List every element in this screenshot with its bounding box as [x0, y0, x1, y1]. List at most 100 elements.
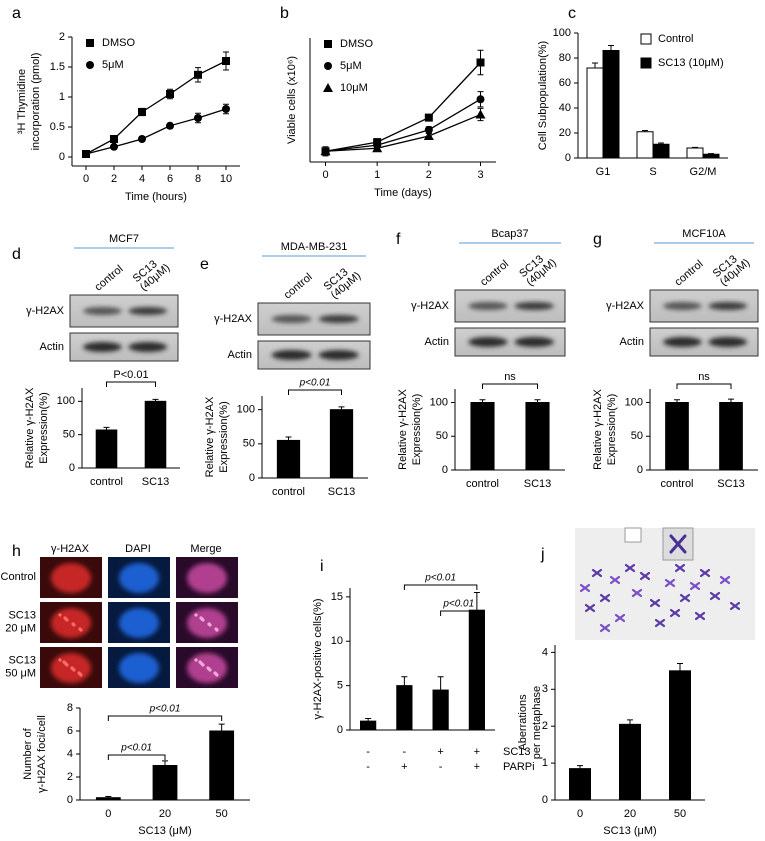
panel-letter: b: [280, 5, 289, 22]
legend-label: 10μM: [340, 82, 368, 94]
blot-row-label: γ-H2AX: [411, 300, 450, 312]
error-bar: [437, 676, 444, 691]
marker: [138, 108, 146, 116]
lane-label-line: control: [478, 258, 511, 288]
x-tick-label: 2: [426, 169, 432, 181]
y-tick-label: 1.5: [50, 61, 65, 73]
chromosome: [709, 591, 721, 601]
y-tick-label: 0: [69, 462, 75, 474]
error-bar: [608, 45, 614, 51]
bar: [636, 131, 654, 159]
x-tick-label: 20: [159, 808, 171, 820]
marker: [323, 83, 333, 92]
focus: [58, 658, 62, 662]
chromosome: [599, 593, 611, 603]
series-line: [85, 60, 227, 155]
condition-name: PARPi: [503, 761, 535, 773]
y-axis-label: Expression(%): [606, 394, 618, 466]
chromosome: [664, 578, 676, 588]
marker: [110, 142, 118, 151]
blot-band: [514, 302, 554, 310]
marker: [222, 57, 230, 65]
focus: [207, 622, 211, 626]
marker: [86, 39, 94, 47]
bar: [619, 723, 641, 801]
y-tick-label: 10: [331, 635, 343, 647]
x-tick-label: 0: [577, 808, 583, 820]
bar: [396, 685, 413, 731]
marker: [166, 90, 174, 98]
error-bar: [534, 399, 541, 403]
significance-bracket: [107, 715, 223, 721]
y-tick-label: 100: [625, 396, 643, 408]
blot-band: [708, 302, 748, 310]
y-tick-label: 0: [565, 152, 571, 164]
marker: [475, 109, 486, 119]
lane-label: control: [478, 258, 511, 288]
x-tick-label: 8: [195, 173, 201, 185]
x-tick-label: control: [660, 478, 693, 490]
x-tick-label: S: [649, 166, 656, 178]
panel-letter: c: [568, 5, 576, 22]
y-tick-label: 50: [436, 430, 448, 442]
x-tick-label: 0: [83, 173, 89, 185]
error-bar: [577, 765, 583, 769]
significance-bracket: [107, 754, 166, 760]
error-bar: [162, 760, 168, 766]
bar: [360, 720, 377, 731]
image-column-label: γ-H2AX: [51, 543, 90, 555]
nucleus: [119, 608, 159, 638]
error-bar: [627, 719, 633, 725]
panel-letter: i: [320, 558, 324, 575]
blot-band: [468, 302, 508, 310]
condition-mark: +: [474, 761, 480, 773]
error-bar: [103, 426, 110, 430]
error-bar: [708, 153, 714, 155]
x-tick-label: control: [466, 478, 499, 490]
panel-letter: g: [593, 231, 602, 248]
x-axis-label: Time (hours): [125, 191, 187, 203]
focus: [198, 660, 202, 664]
chromosome: [584, 603, 596, 613]
focus: [70, 666, 74, 670]
y-axis-label: Relative γ-H2AX: [592, 388, 604, 469]
lane-label: SC13(40μM): [131, 258, 173, 293]
series-line: [85, 108, 227, 155]
marker: [194, 114, 202, 122]
lane-label: SC13(40μM): [322, 266, 364, 301]
image-row-label: SC13: [8, 654, 36, 666]
y-axis-label: Expression(%): [38, 392, 50, 464]
significance-label: p<0.01: [120, 743, 152, 754]
chromosome: [694, 611, 706, 621]
chromosome: [669, 608, 681, 618]
significance-label: p<0.01: [299, 378, 331, 389]
bar: [669, 670, 691, 801]
condition-name: SC13: [503, 746, 531, 758]
blot-row-label: Actin: [40, 341, 64, 353]
x-tick-label: SC13: [717, 478, 745, 490]
condition-mark: -: [366, 746, 370, 758]
chromosome: [614, 613, 626, 623]
y-axis-label: Cell Subpopulation(%): [537, 41, 549, 150]
panel-letter: j: [540, 546, 545, 563]
focus: [62, 660, 66, 664]
error-bar: [592, 62, 598, 68]
y-axis-label: Relative γ-H2AX: [24, 387, 36, 468]
y-tick-label: 4: [542, 646, 548, 658]
error-bar: [152, 398, 159, 402]
error-bar: [218, 723, 225, 731]
y-tick-label: 100: [57, 395, 75, 407]
lane-label-line: control: [282, 271, 315, 301]
image-column-label: DAPI: [125, 543, 151, 555]
blot-title: MCF10A: [682, 228, 726, 240]
y-tick-label: 1: [542, 757, 548, 769]
y-tick-label: 4: [67, 748, 73, 760]
significance-bracket: [106, 381, 156, 387]
blot-band: [128, 307, 168, 315]
bar: [95, 797, 121, 801]
x-tick-label: G2/M: [690, 166, 717, 178]
series-line: [325, 113, 481, 152]
marker: [476, 95, 485, 104]
marker: [86, 61, 94, 69]
y-tick-label: 50: [243, 438, 255, 450]
